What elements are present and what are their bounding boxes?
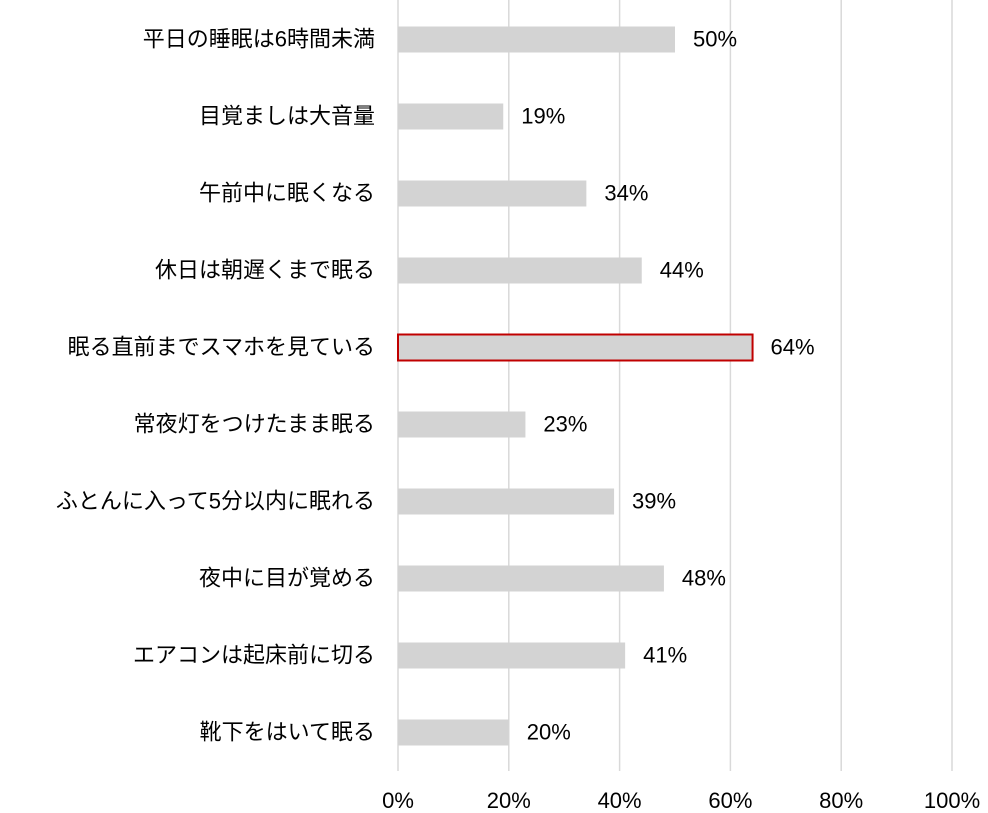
x-tick-label: 40% <box>598 788 642 813</box>
value-label: 41% <box>643 642 687 667</box>
bar <box>398 26 675 53</box>
value-label: 34% <box>604 180 648 205</box>
value-label: 20% <box>527 719 571 744</box>
bar <box>398 411 526 438</box>
x-tick-label: 0% <box>382 788 414 813</box>
bar <box>398 719 509 746</box>
bar <box>398 642 626 669</box>
y-tick-label: エアコンは起床前に切る <box>133 642 375 667</box>
bar <box>398 180 587 207</box>
bar <box>397 333 754 362</box>
y-tick-label: 靴下をはいて眠る <box>200 719 375 744</box>
x-tick-label: 20% <box>487 788 531 813</box>
value-label: 23% <box>543 411 587 436</box>
value-label: 19% <box>521 103 565 128</box>
x-tick-label: 60% <box>708 788 752 813</box>
bar <box>398 565 664 592</box>
value-label: 39% <box>632 488 676 513</box>
y-tick-label: 休日は朝遅くまで眠る <box>155 257 375 282</box>
y-tick-label: 午前中に眠くなる <box>199 180 375 205</box>
x-tick-label: 100% <box>924 788 980 813</box>
y-tick-label: ふとんに入って5分以内に眠れる <box>56 488 375 513</box>
bar <box>398 257 642 284</box>
value-label: 48% <box>682 565 726 590</box>
y-tick-label: 眠る直前までスマホを見ている <box>68 334 375 359</box>
y-tick-label: 目覚ましは大音量 <box>199 103 375 128</box>
value-label: 44% <box>660 257 704 282</box>
value-label: 50% <box>693 26 737 51</box>
y-tick-label: 夜中に目が覚める <box>199 565 375 590</box>
value-label: 64% <box>771 334 815 359</box>
bar <box>398 488 615 515</box>
bar <box>398 103 504 130</box>
x-tick-label: 80% <box>819 788 863 813</box>
y-tick-label: 常夜灯をつけたまま眠る <box>134 411 375 436</box>
y-tick-label: 平日の睡眠は6時間未満 <box>143 26 375 51</box>
